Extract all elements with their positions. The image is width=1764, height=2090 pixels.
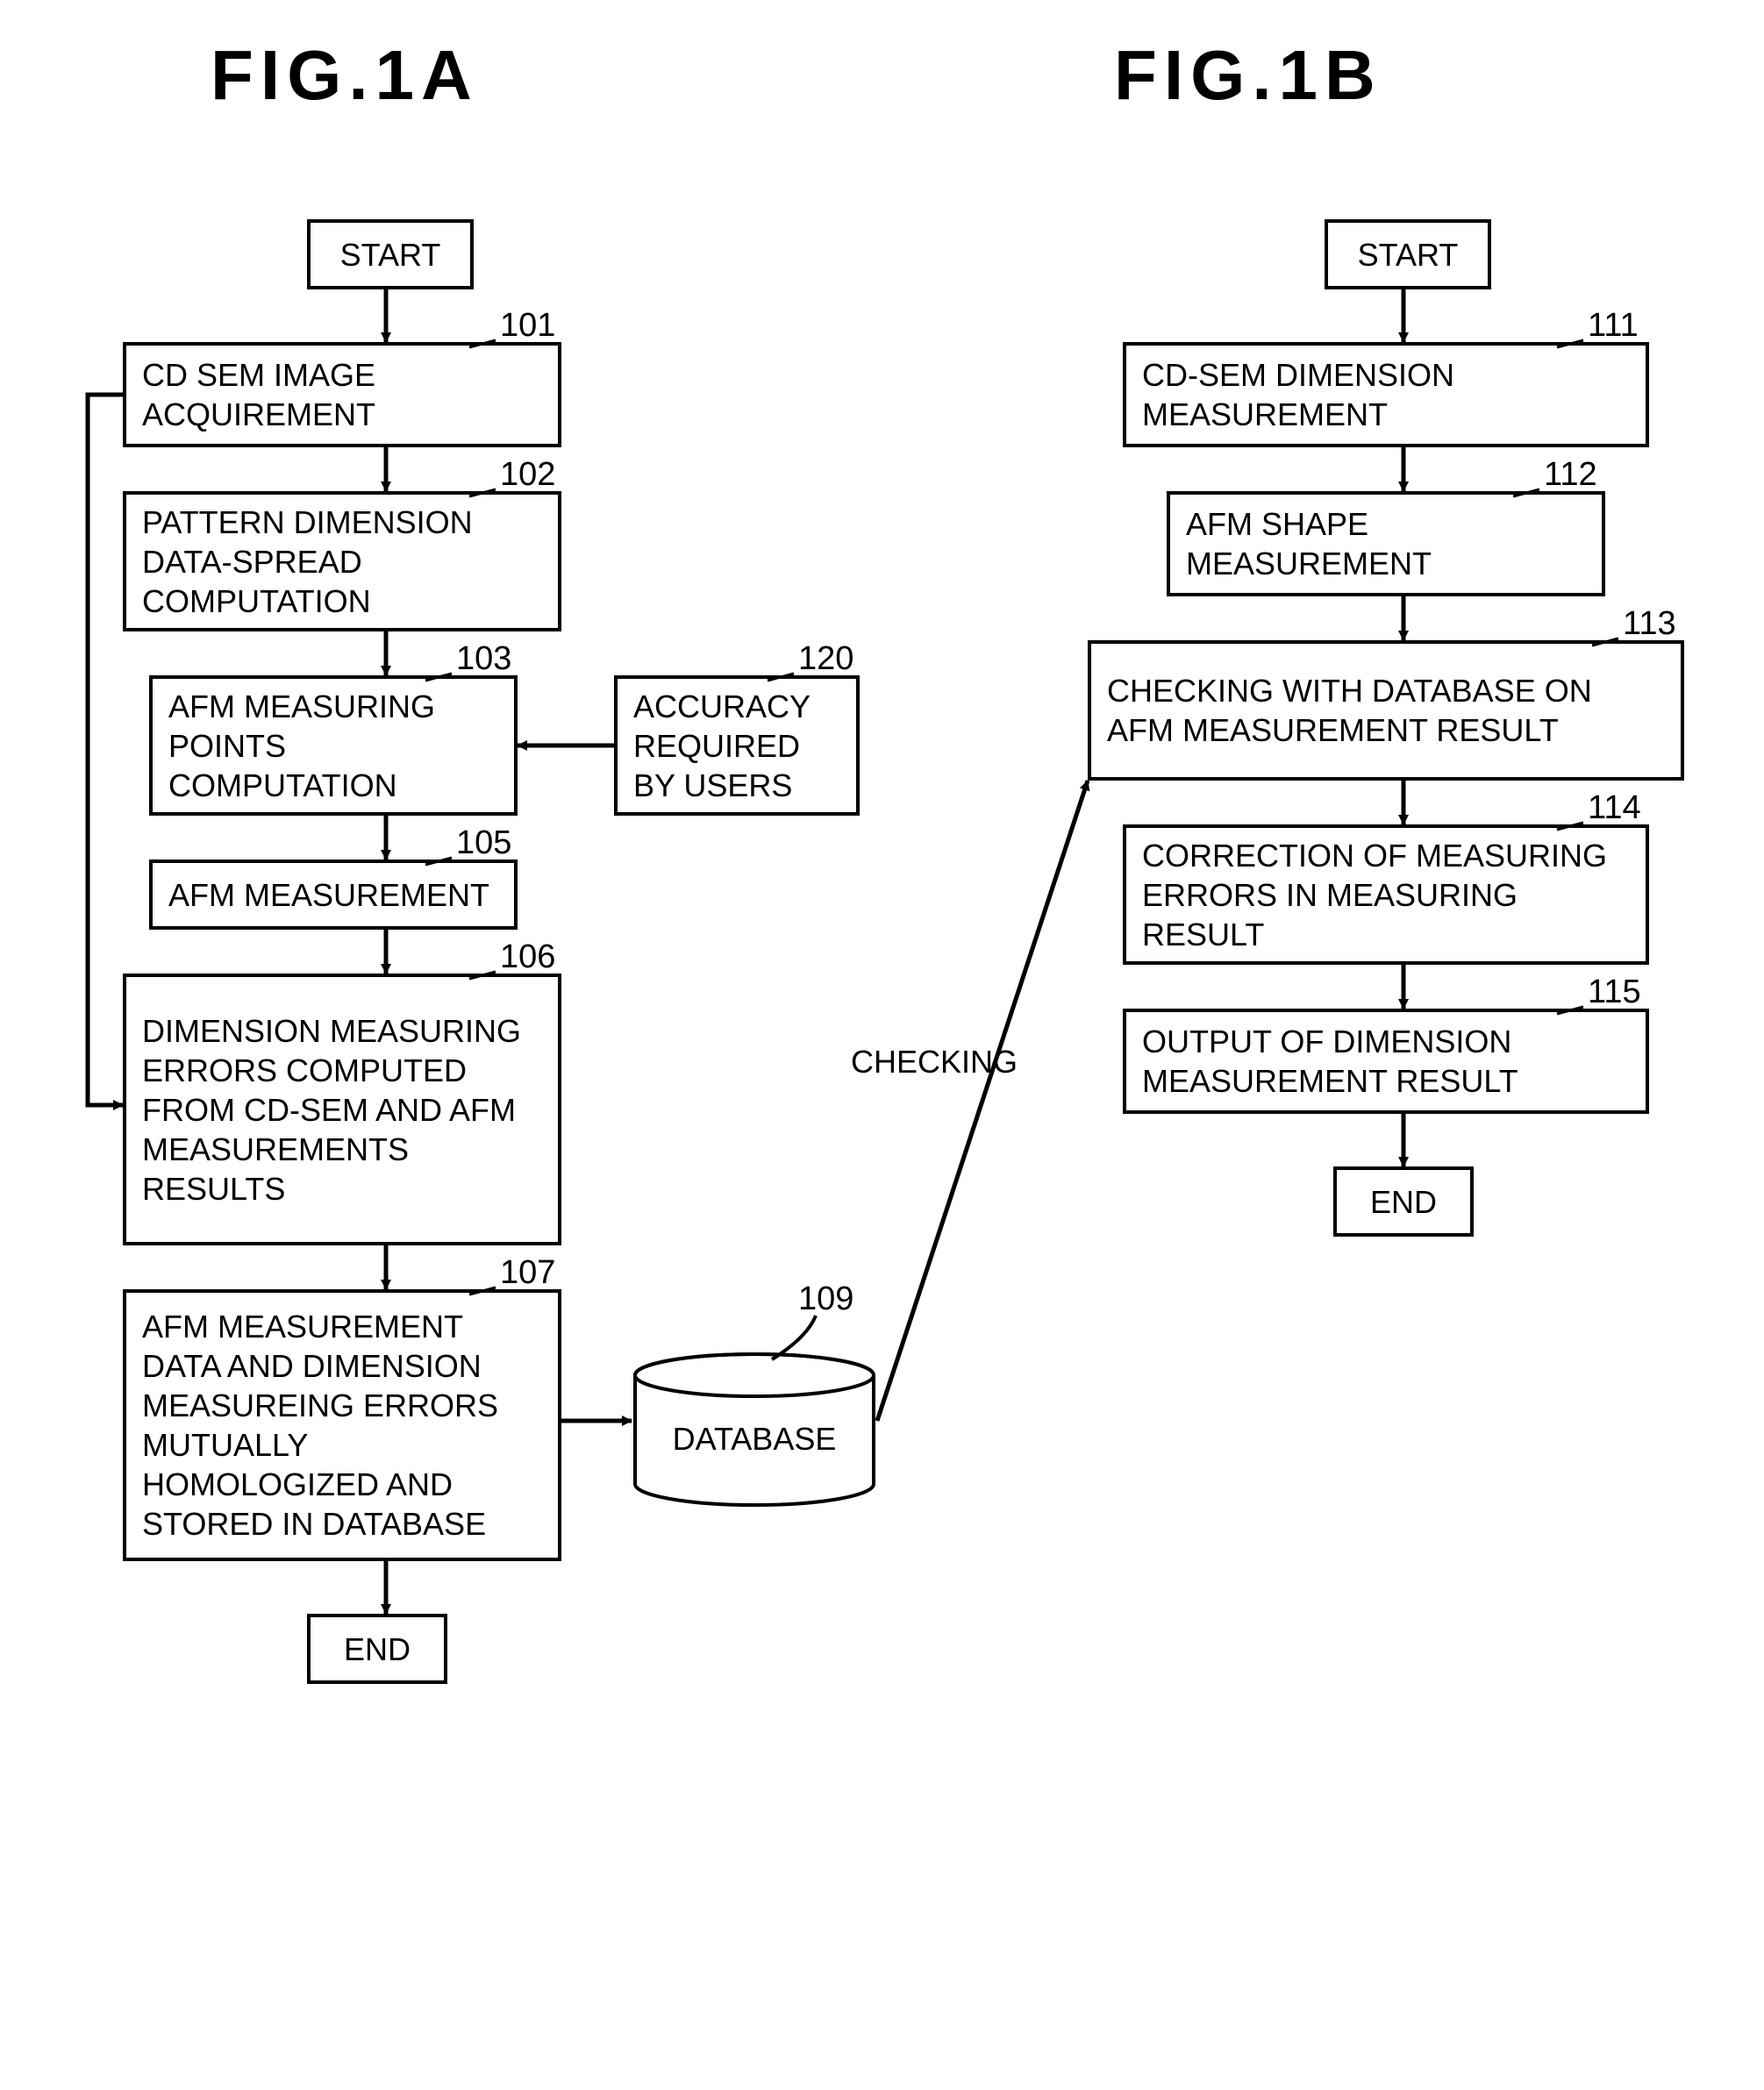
ref-106: 106 [500,938,555,976]
ref-105: 105 [456,824,511,862]
database-cylinder: DATABASE [632,1351,877,1509]
box-120: ACCURACY REQUIRED BY USERS [614,675,860,816]
box-107: AFM MEASUREMENT DATA AND DIMENSION MEASU… [123,1289,561,1561]
start-b-box: START [1325,219,1491,289]
box-101: CD SEM IMAGE ACQUIREMENT [123,342,561,447]
ref-102: 102 [500,456,555,494]
box-115: OUTPUT OF DIMENSION MEASUREMENT RESULT [1123,1009,1649,1114]
box-102: PATTERN DIMENSION DATA-SPREAD COMPUTATIO… [123,491,561,631]
ref-120: 120 [798,640,853,678]
ref-101: 101 [500,307,555,345]
ref-115: 115 [1588,974,1641,1011]
checking-label: CHECKING [851,1044,1018,1081]
ref-114: 114 [1588,789,1641,827]
ref-103: 103 [456,640,511,678]
start-a-box: START [307,219,474,289]
ref-111: 111 [1588,307,1639,345]
ref-109: 109 [798,1280,853,1318]
box-112: AFM SHAPE MEASUREMENT [1167,491,1605,596]
database-label: DATABASE [632,1421,877,1458]
box-114: CORRECTION OF MEASURING ERRORS IN MEASUR… [1123,824,1649,965]
box-105: AFM MEASUREMENT [149,860,518,930]
end-b-box: END [1333,1166,1474,1237]
box-113: CHECKING WITH DATABASE ON AFM MEASUREMEN… [1088,640,1684,781]
box-103: AFM MEASURING POINTS COMPUTATION [149,675,518,816]
figure-a-title: FIG.1A [211,35,479,116]
ref-112: 112 [1544,456,1597,494]
box-106: DIMENSION MEASURING ERRORS COMPUTED FROM… [123,974,561,1245]
ref-107: 107 [500,1254,555,1292]
ref-113: 113 [1623,605,1676,643]
box-111: CD-SEM DIMENSION MEASUREMENT [1123,342,1649,447]
diagram-canvas: FIG.1A FIG.1B START 101 CD SEM IMAGE ACQ… [35,35,1729,2055]
figure-b-title: FIG.1B [1114,35,1382,116]
end-a-box: END [307,1614,447,1684]
